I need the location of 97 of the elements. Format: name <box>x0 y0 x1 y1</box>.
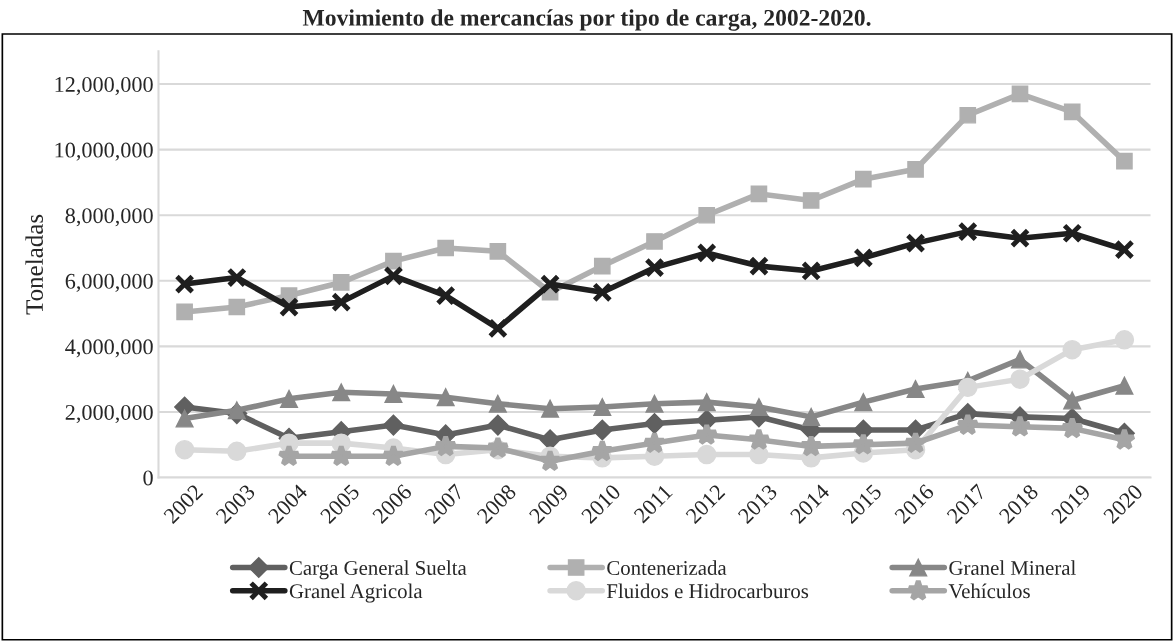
legend-label: Carga General Suelta <box>289 560 467 580</box>
point <box>642 430 667 454</box>
point <box>1114 239 1135 260</box>
point <box>592 282 613 303</box>
point <box>226 267 247 288</box>
point <box>802 192 820 209</box>
point <box>1116 152 1133 170</box>
point <box>437 239 454 257</box>
point <box>907 160 924 178</box>
point <box>279 389 299 408</box>
point <box>1060 416 1084 439</box>
point <box>382 414 404 436</box>
point <box>175 409 194 428</box>
y-tick-label: 12,000,000 <box>55 77 153 96</box>
point <box>1009 228 1031 249</box>
point <box>433 434 458 457</box>
point <box>854 393 873 412</box>
point <box>903 430 928 454</box>
point <box>488 394 507 413</box>
point <box>956 412 980 436</box>
point <box>1115 376 1134 395</box>
y-axis-title: Toneladas <box>25 214 43 315</box>
point <box>697 393 716 412</box>
point <box>1063 103 1081 121</box>
point <box>227 401 246 420</box>
point <box>383 265 404 286</box>
point <box>853 247 874 268</box>
y-tick-label: 2,000,000 <box>65 404 153 424</box>
point <box>590 439 614 462</box>
point <box>646 233 663 250</box>
point <box>696 242 717 264</box>
point <box>644 257 665 278</box>
point <box>174 439 195 460</box>
point <box>749 398 768 417</box>
point <box>540 274 561 295</box>
point <box>174 274 195 295</box>
point <box>541 399 560 418</box>
y-tick-label: 0 <box>143 470 153 486</box>
point <box>489 242 507 260</box>
y-tick-label: 8,000,000 <box>65 208 153 227</box>
point <box>384 384 403 403</box>
point <box>227 441 247 462</box>
point <box>436 388 455 407</box>
point <box>802 407 821 426</box>
point <box>593 257 611 275</box>
chart-title: Movimiento de mercancías por tipo de carga, 2002-2020. <box>302 9 871 31</box>
legend-label: Granel Agricola <box>289 583 423 603</box>
point <box>801 260 822 282</box>
point <box>332 274 350 291</box>
point <box>381 444 406 467</box>
point <box>905 233 926 254</box>
point <box>487 414 509 436</box>
point <box>799 434 823 457</box>
point <box>1063 391 1082 410</box>
point <box>278 296 300 318</box>
point <box>487 318 508 339</box>
y-tick-label: 4,000,000 <box>65 339 153 358</box>
point <box>1062 339 1082 360</box>
point <box>695 422 719 446</box>
point <box>851 432 876 456</box>
point <box>747 427 771 451</box>
point <box>385 252 402 270</box>
point <box>1114 330 1135 350</box>
y-tick-label: 10,000,000 <box>55 142 153 161</box>
point <box>1008 414 1032 438</box>
point <box>750 185 768 203</box>
point <box>1062 223 1083 244</box>
point <box>645 394 664 413</box>
point <box>855 170 872 188</box>
legend-label: Vehículos <box>948 583 1030 599</box>
point <box>538 449 562 472</box>
point <box>1010 369 1030 389</box>
point <box>329 444 353 467</box>
point <box>331 292 352 313</box>
point <box>698 206 716 224</box>
point <box>958 377 978 398</box>
point <box>176 303 193 321</box>
point <box>643 412 666 434</box>
point <box>957 221 978 242</box>
point <box>435 285 456 306</box>
point <box>593 398 612 417</box>
point <box>748 255 769 277</box>
point <box>591 419 613 441</box>
y-tick-label: 6,000,000 <box>65 273 153 292</box>
point <box>1011 85 1029 103</box>
point <box>959 106 977 124</box>
legend-label: Contenerizada <box>607 560 727 576</box>
point <box>1010 350 1030 369</box>
point <box>696 444 717 465</box>
point <box>277 444 301 467</box>
point <box>332 383 351 402</box>
point <box>1112 427 1137 451</box>
point <box>228 298 246 316</box>
point <box>486 435 510 459</box>
legend-label: Fluidos e Hidrocarburos <box>606 583 809 599</box>
point <box>906 379 925 399</box>
legend-label: Granel Mineral <box>949 560 1076 576</box>
